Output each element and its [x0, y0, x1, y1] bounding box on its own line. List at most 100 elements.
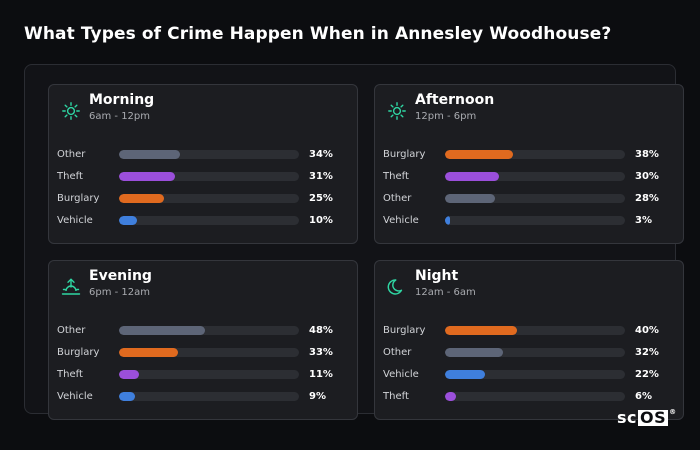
bar-track	[119, 392, 299, 401]
bar-value-label: 32%	[635, 347, 659, 358]
bar-row: Vehicle 10%	[57, 213, 351, 235]
page-title: What Types of Crime Happen When in Annes…	[24, 24, 612, 44]
bar-track	[445, 150, 625, 159]
bar-label: Theft	[383, 391, 409, 402]
bar-value-label: 6%	[635, 391, 652, 402]
bar-track	[119, 194, 299, 203]
bar-track	[445, 392, 625, 401]
bar-track	[445, 348, 625, 357]
card-afternoon: Afternoon 12pm - 6pm Burglary 38% Theft 30%…	[374, 84, 684, 244]
card-title: Morning	[89, 92, 155, 108]
bar-label: Burglary	[383, 149, 426, 160]
bar-row: Other 48%	[57, 323, 351, 345]
bar-row: Theft 11%	[57, 367, 351, 389]
bar-label: Burglary	[383, 325, 426, 336]
bar-track	[119, 370, 299, 379]
bar-value-label: 25%	[309, 193, 333, 204]
bar	[445, 194, 496, 203]
scos-logo: sc OS ®	[617, 408, 677, 427]
bar-value-label: 40%	[635, 325, 659, 336]
bar-track	[119, 348, 299, 357]
sun-icon	[388, 102, 406, 120]
bar-row: Burglary 38%	[383, 147, 677, 169]
bar-list: Other 34% Theft 31% Burglary 25% Vehicle 10%	[57, 147, 351, 235]
bar-row: Other 28%	[383, 191, 677, 213]
bar	[445, 172, 499, 181]
bar-list: Burglary 38% Theft 30% Other 28% Vehicle 3%	[383, 147, 677, 235]
bar-track	[119, 326, 299, 335]
logo-prefix: sc	[617, 408, 638, 427]
bar-track	[119, 172, 299, 181]
card-subtitle: 6pm - 12am	[89, 287, 151, 298]
bar	[119, 150, 181, 159]
bar-row: Theft 31%	[57, 169, 351, 191]
bar-label: Vehicle	[383, 215, 419, 226]
card-night: Night 12am - 6am Burglary 40% Other 32% Vehi…	[374, 260, 684, 420]
bar-row: Other 32%	[383, 345, 677, 367]
bar-track	[119, 216, 299, 225]
bar	[119, 326, 206, 335]
bar	[119, 370, 139, 379]
card-subtitle: 6am - 12pm	[89, 111, 151, 122]
bar-value-label: 9%	[309, 391, 326, 402]
card-title: Night	[415, 268, 459, 284]
bar	[119, 348, 179, 357]
bar-row: Burglary 40%	[383, 323, 677, 345]
bar-row: Theft 6%	[383, 389, 677, 411]
logo-box: OS	[638, 408, 669, 427]
bar-row: Burglary 25%	[57, 191, 351, 213]
bar-label: Theft	[383, 171, 409, 182]
bar	[445, 150, 514, 159]
card-title: Evening	[89, 268, 152, 284]
bar-label: Burglary	[57, 347, 100, 358]
bar	[119, 392, 136, 401]
bar-track	[445, 194, 625, 203]
bar-row: Vehicle 9%	[57, 389, 351, 411]
bar-track	[445, 216, 625, 225]
card-evening: Evening 6pm - 12am Other 48% Burglary 33% Th…	[48, 260, 358, 420]
bar-value-label: 3%	[635, 215, 652, 226]
bar	[119, 194, 164, 203]
bar-label: Theft	[57, 171, 83, 182]
bar-value-label: 34%	[309, 149, 333, 160]
bar-label: Vehicle	[57, 391, 93, 402]
bar-value-label: 11%	[309, 369, 333, 380]
bar-label: Burglary	[57, 193, 100, 204]
bar	[445, 216, 451, 225]
bar-list: Burglary 40% Other 32% Vehicle 22% Theft 6%	[383, 323, 677, 411]
bar	[445, 370, 485, 379]
card-morning: Morning 6am - 12pm Other 34% Theft 31% Burgl…	[48, 84, 358, 244]
bar-track	[119, 150, 299, 159]
card-title: Afternoon	[415, 92, 495, 108]
bar-row: Burglary 33%	[57, 345, 351, 367]
bar-label: Vehicle	[57, 215, 93, 226]
bar-value-label: 22%	[635, 369, 659, 380]
bar-label: Theft	[57, 369, 83, 380]
bar	[119, 216, 137, 225]
moon-icon	[387, 279, 403, 295]
bar-label: Vehicle	[383, 369, 419, 380]
bar-row: Other 34%	[57, 147, 351, 169]
bar-value-label: 31%	[309, 171, 333, 182]
bar-label: Other	[57, 325, 86, 336]
bar	[445, 392, 456, 401]
bar-list: Other 48% Burglary 33% Theft 11% Vehicle 9%	[57, 323, 351, 411]
bar-track	[445, 326, 625, 335]
bar-value-label: 10%	[309, 215, 333, 226]
bar-track	[445, 172, 625, 181]
sunset-icon	[61, 278, 81, 295]
bar-value-label: 33%	[309, 347, 333, 358]
bar-row: Vehicle 22%	[383, 367, 677, 389]
bar-label: Other	[383, 193, 412, 204]
card-subtitle: 12am - 6am	[415, 287, 476, 298]
bar	[445, 348, 503, 357]
bar	[445, 326, 517, 335]
bar-row: Vehicle 3%	[383, 213, 677, 235]
bar-value-label: 48%	[309, 325, 333, 336]
bar	[119, 172, 175, 181]
logo-mark: ®	[669, 408, 677, 416]
bar-value-label: 30%	[635, 171, 659, 182]
bar-track	[445, 370, 625, 379]
card-subtitle: 12pm - 6pm	[415, 111, 477, 122]
sun-icon	[62, 102, 80, 120]
